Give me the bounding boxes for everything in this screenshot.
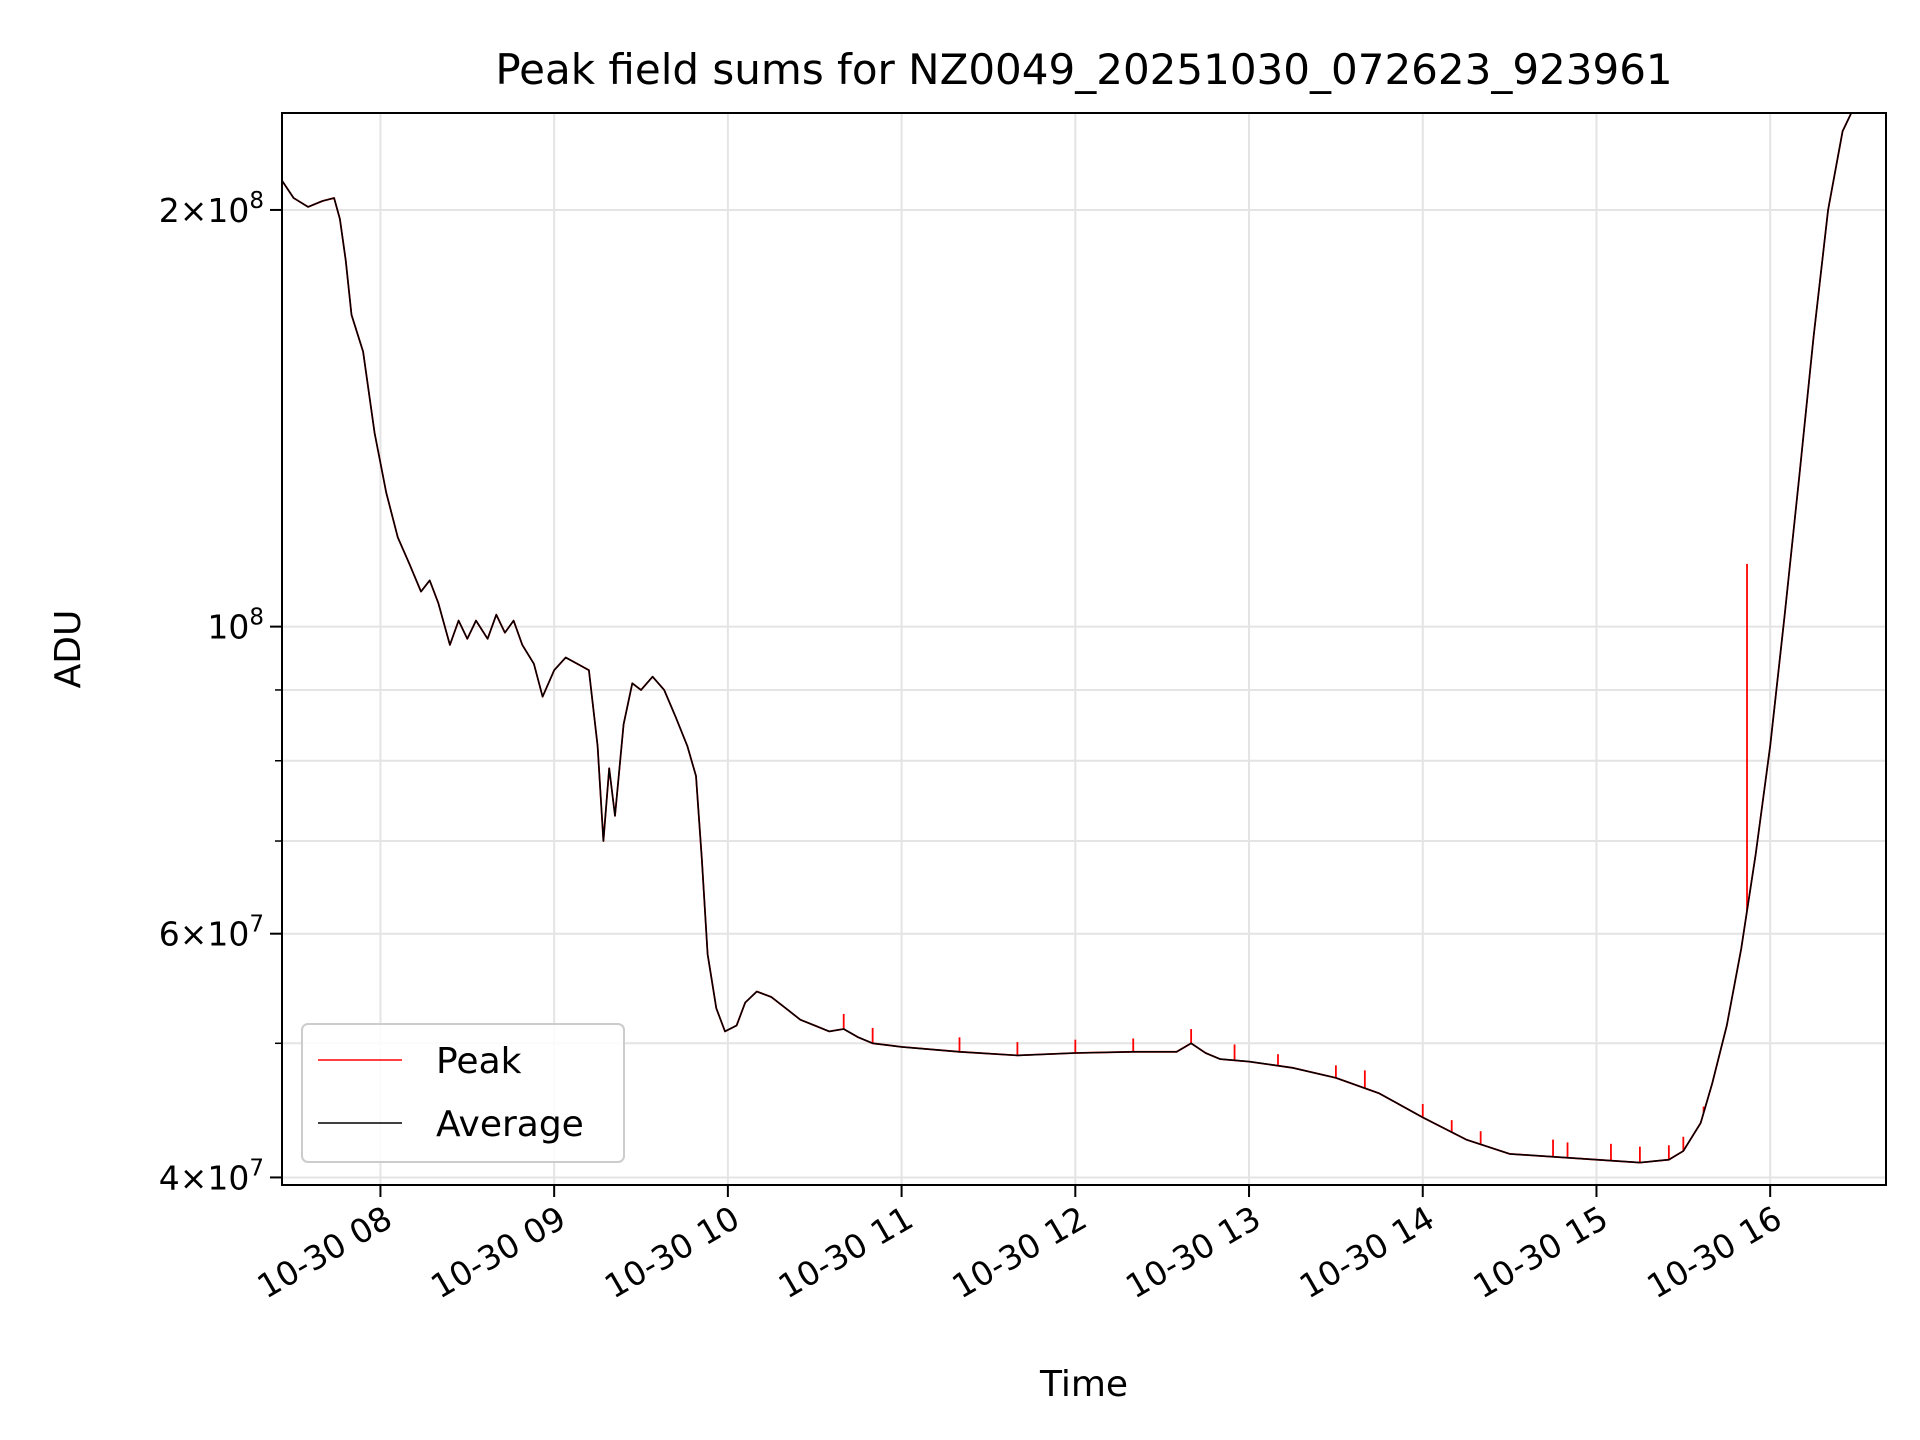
legend-box (301, 1023, 625, 1163)
x-axis-title: Time (1039, 1364, 1128, 1405)
y-tick-label: 108 (207, 605, 264, 647)
y-axis-title: ADU (48, 610, 89, 689)
legend-peak-label: Peak (436, 1041, 522, 1082)
plot-frame (281, 112, 1887, 1186)
y-axis: 2×108 108 6×107 4×107 (159, 188, 282, 1197)
legend-average-label: Average (436, 1104, 584, 1145)
plot-series (281, 112, 1886, 1164)
y-tick-label: 4×107 (159, 1155, 264, 1197)
average-series-line (281, 112, 1886, 1164)
legend: Peak Average (301, 1023, 625, 1163)
grid (282, 113, 1886, 1185)
y-tick-label: 6×107 (159, 912, 264, 954)
y-tick-label: 2×108 (159, 188, 264, 230)
chart-title: Peak field sums for NZ0049_20251030_0726… (495, 45, 1672, 94)
